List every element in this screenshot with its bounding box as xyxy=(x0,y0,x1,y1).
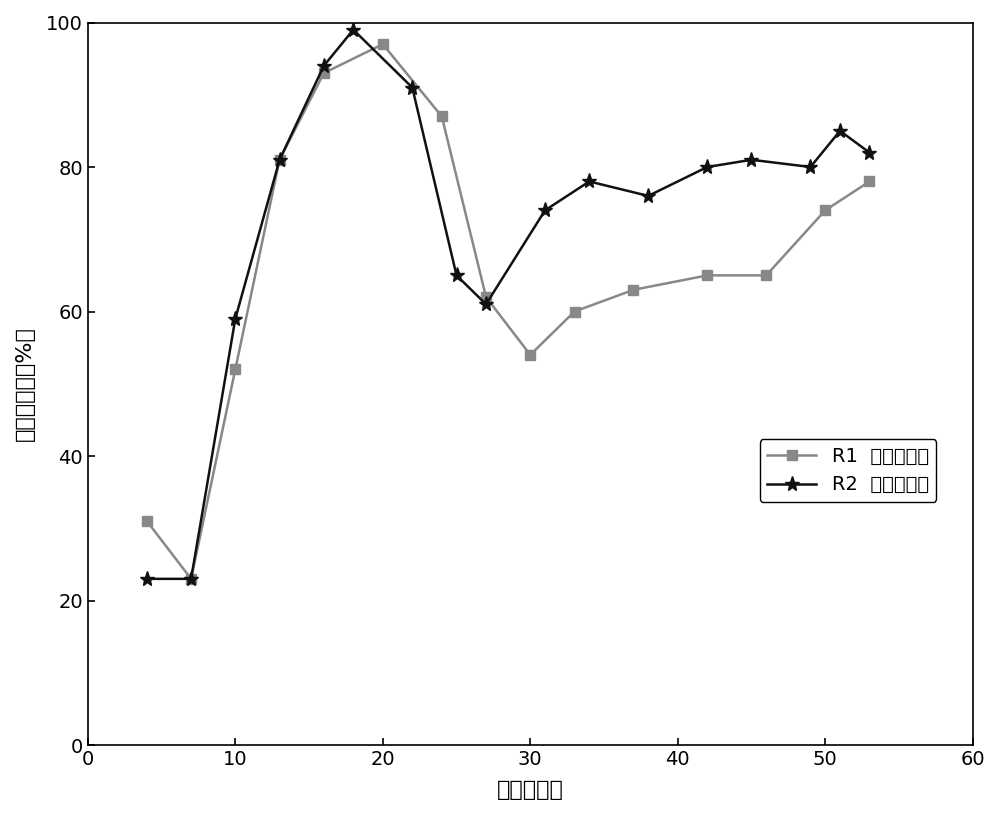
R1  总氮去除率 xyxy=(141,516,153,526)
R2  总氮去除率 xyxy=(804,162,816,172)
Line: R2  总氮去除率: R2 总氮去除率 xyxy=(139,22,877,587)
R1  总氮去除率 xyxy=(760,271,772,280)
R2  总氮去除率 xyxy=(834,126,846,136)
R1  总氮去除率 xyxy=(863,177,875,187)
R1  总氮去除率 xyxy=(185,574,197,584)
Y-axis label: 总氮去除率（%）: 总氮去除率（%） xyxy=(15,326,35,441)
R2  总氮去除率 xyxy=(141,574,153,584)
R2  总氮去除率 xyxy=(539,205,551,215)
R1  总氮去除率 xyxy=(627,285,639,295)
R2  总氮去除率 xyxy=(347,24,359,34)
Legend: R1  总氮去除率, R2  总氮去除率: R1 总氮去除率, R2 总氮去除率 xyxy=(760,438,936,502)
R2  总氮去除率 xyxy=(480,299,492,309)
R1  总氮去除率 xyxy=(274,155,286,165)
R2  总氮去除率 xyxy=(274,155,286,165)
R1  总氮去除率 xyxy=(480,292,492,302)
R2  总氮去除率 xyxy=(406,82,418,92)
R2  总氮去除率 xyxy=(745,155,757,165)
R2  总氮去除率 xyxy=(318,61,330,71)
R2  总氮去除率 xyxy=(642,191,654,200)
R2  总氮去除率 xyxy=(863,148,875,157)
R1  总氮去除率 xyxy=(701,271,713,280)
R2  总氮去除率 xyxy=(583,177,595,187)
R2  总氮去除率 xyxy=(229,314,241,324)
R1  总氮去除率 xyxy=(377,39,389,49)
R1  总氮去除率 xyxy=(436,112,448,121)
R1  总氮去除率 xyxy=(569,306,581,316)
R1  总氮去除率 xyxy=(229,364,241,374)
R2  总氮去除率 xyxy=(701,162,713,172)
Line: R1  总氮去除率: R1 总氮去除率 xyxy=(142,39,874,584)
R1  总氮去除率 xyxy=(318,68,330,78)
X-axis label: 时间（天）: 时间（天） xyxy=(497,780,564,800)
R1  总氮去除率 xyxy=(524,350,536,359)
R2  总氮去除率 xyxy=(185,574,197,584)
R2  总氮去除率 xyxy=(451,271,463,280)
R1  总氮去除率 xyxy=(819,205,831,215)
